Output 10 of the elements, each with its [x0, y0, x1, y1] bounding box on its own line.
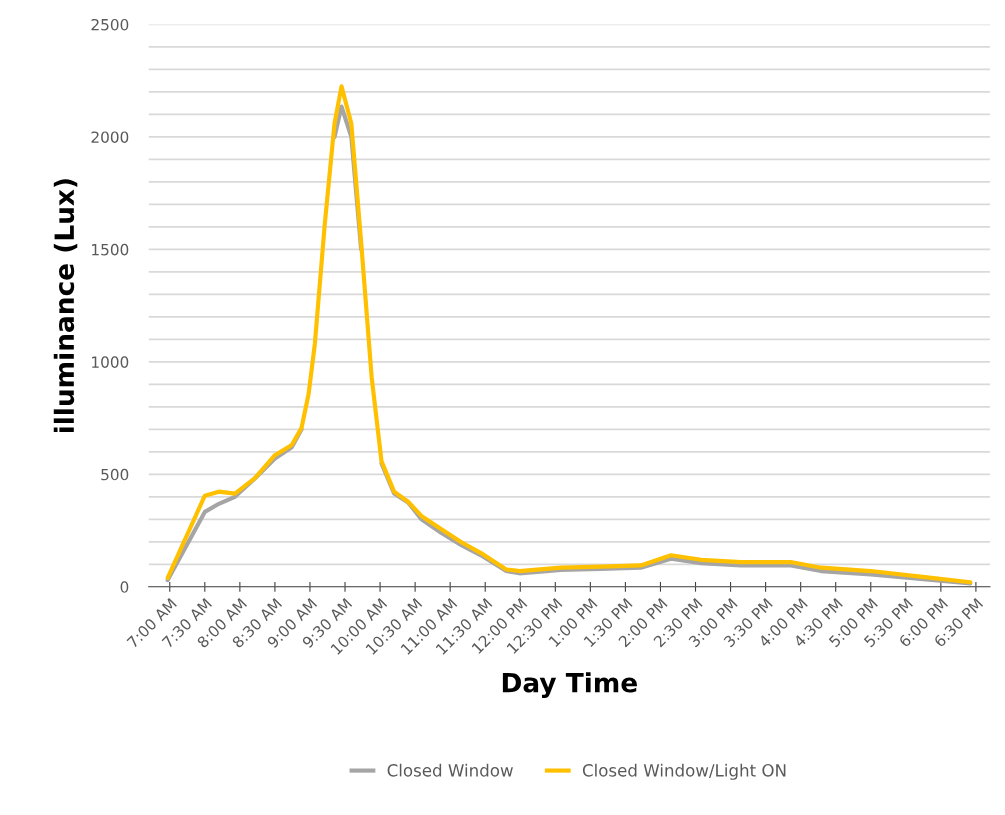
x-axis-title: Day Time	[502, 672, 637, 698]
y-tick-label: 1000	[92, 356, 129, 368]
y-tick-label: 1500	[92, 243, 129, 256]
y-tick-label: 2000	[91, 131, 129, 143]
y-tick-label: 0	[120, 581, 129, 593]
y-axis-title: illuminance (Lux)	[53, 179, 78, 433]
legend-label: Closed Window/Light ON	[582, 763, 786, 780]
y-tick-label: 2500	[91, 18, 129, 31]
legend-label: Closed Window	[387, 763, 513, 777]
y-tick-label: 500	[101, 468, 129, 481]
